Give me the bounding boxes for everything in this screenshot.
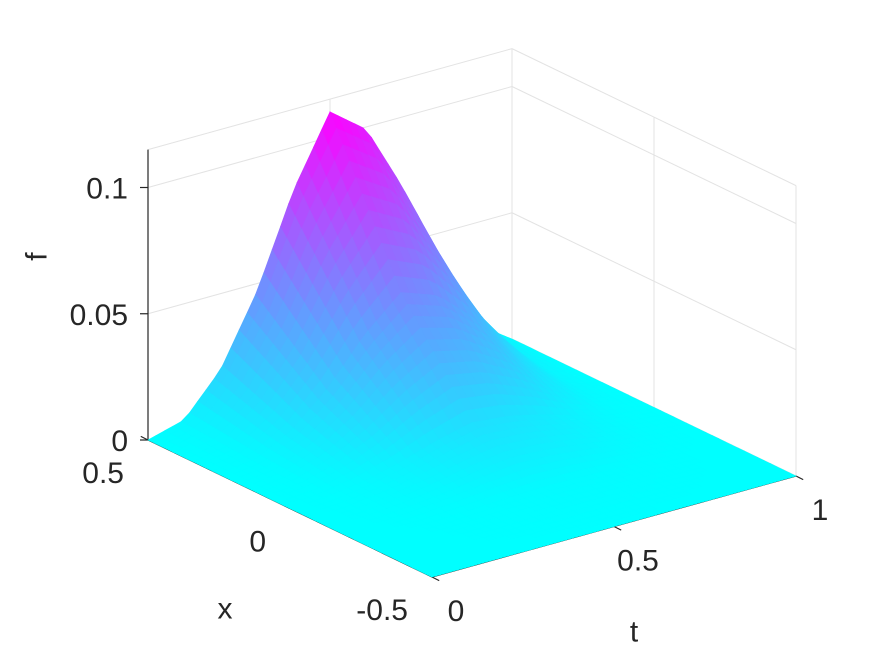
tick-labels: 00.050.1-0.500.500.51	[70, 173, 829, 629]
t-tick-label: 1	[812, 494, 829, 527]
grid-line	[147, 48, 513, 151]
t-axis-label: t	[630, 616, 639, 649]
x-tick-label: 0	[249, 526, 266, 559]
grid-line	[511, 86, 797, 224]
t-tick	[613, 525, 622, 531]
t-tick	[431, 576, 440, 582]
t-tick-label: 0	[448, 595, 465, 628]
t-tick-label: 0.5	[617, 545, 659, 578]
grid-line	[511, 212, 797, 351]
x-tick	[140, 435, 149, 441]
x-axis-label: x	[218, 593, 233, 626]
f-tick-label: 0.05	[70, 299, 128, 332]
f-axis-label: f	[21, 252, 54, 261]
x-tick-label: 0.5	[82, 457, 124, 490]
t-tick	[795, 475, 804, 481]
f-tick-label: 0.1	[86, 173, 128, 206]
surface-plot	[147, 111, 797, 578]
surface-patch	[424, 571, 442, 578]
x-tick-label: -0.5	[356, 594, 408, 627]
f-tick-label: 0	[111, 425, 128, 458]
grid-line	[511, 48, 797, 187]
